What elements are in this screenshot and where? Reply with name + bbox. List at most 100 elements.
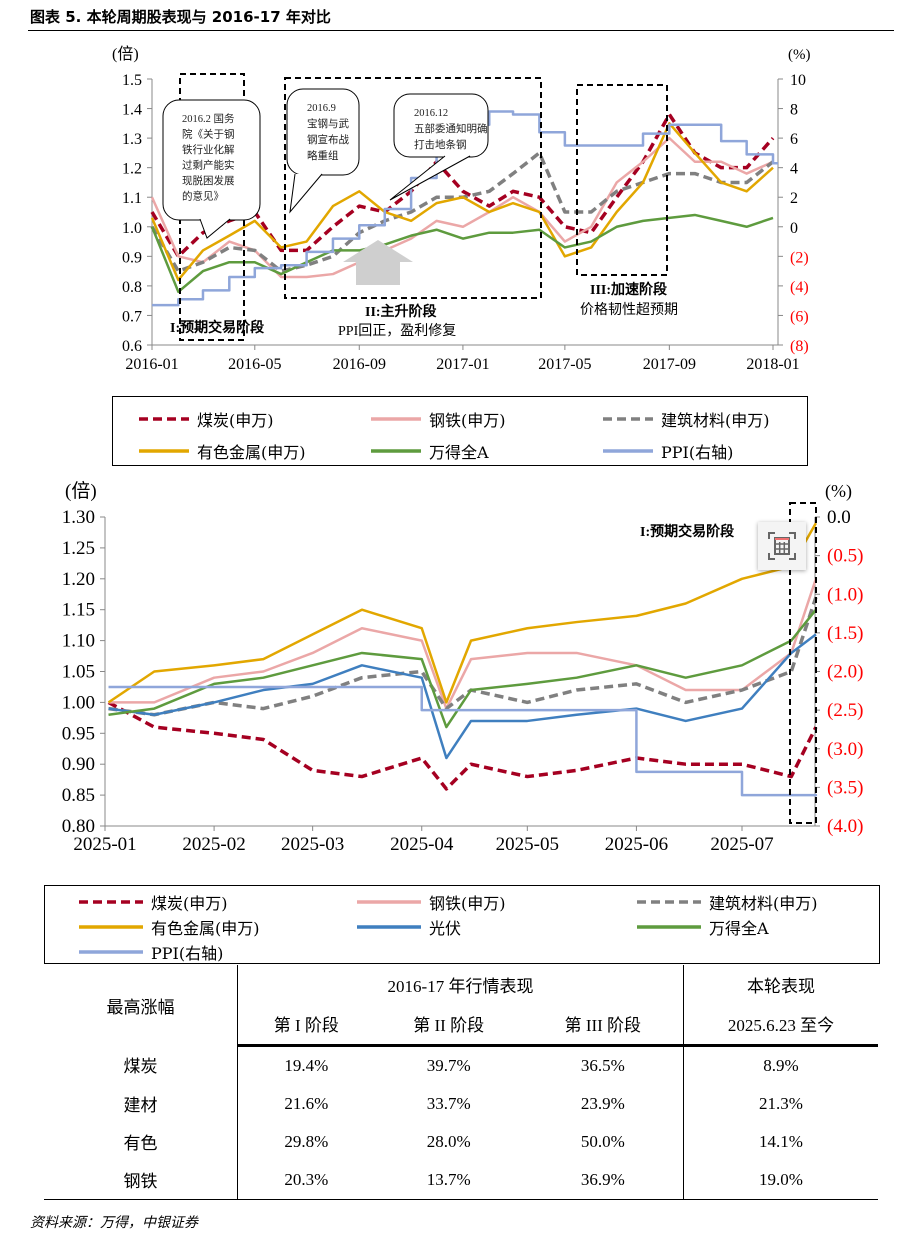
legend-label: 光伏	[429, 919, 462, 938]
cell: 13.7%	[374, 1160, 523, 1200]
legend-label: 建筑材料(申万)	[661, 411, 770, 430]
y-tick-label-left: 1.30	[62, 507, 95, 528]
stage1-label: I:预期交易阶段	[170, 319, 264, 336]
row-label: 煤炭	[123, 1057, 158, 1077]
x-tick-label: 2025-02	[182, 834, 245, 855]
y-tick-label-left: 0.80	[62, 816, 95, 837]
y-axis-label-right: (%)	[788, 47, 811, 63]
y-tick-label-right: 10	[790, 72, 806, 89]
cell: 19.0%	[683, 1160, 878, 1200]
legend-item-building: 建筑材料(申万)	[603, 407, 770, 431]
callout-2016-2-text: 现脱困发展	[182, 174, 235, 187]
cell: 28.0%	[426, 1131, 471, 1151]
stage3-box	[576, 84, 668, 276]
callout-2016-2-tail	[199, 218, 231, 239]
legend-label: 有色金属(申万)	[197, 443, 306, 462]
callout-2016-9-text: 宝钢与武	[307, 117, 349, 130]
y-tick-label-left: 1.15	[62, 600, 95, 621]
legend-label: 有色金属(申万)	[151, 919, 260, 938]
series-line-winda	[108, 608, 817, 729]
legend-top: 煤炭(申万) 钢铁(申万) 建筑材料(申万) 有色金属(申万) 万得全A PPI(右轴)	[112, 396, 808, 466]
x-tick-label: 2016-09	[333, 356, 386, 373]
x-tick-label: 2025-06	[605, 834, 668, 855]
up-arrow-icon	[343, 240, 413, 285]
y-tick-label-right: (4.0)	[827, 816, 863, 837]
callout-2016-12-text: 2016.12	[414, 108, 448, 119]
legend-item-winda: 万得全A	[371, 439, 489, 463]
y-tick-label-left: 0.85	[62, 785, 95, 806]
table-header-row: 最高涨幅 2016-17 年行情表现 本轮表现	[44, 965, 878, 1017]
callout-2016-2-text: 2016.2 国务	[182, 112, 235, 125]
legend-label: 万得全A	[709, 919, 769, 938]
legend-swatch	[139, 449, 189, 453]
series-line-pv	[108, 633, 817, 760]
y-axis-label-left: (倍)	[112, 45, 139, 63]
header-group-2016-17: 2016-17 年行情表现	[237, 965, 684, 1003]
table-row: 有色 29.8% 28.0% 50.0% 14.1%	[44, 1122, 878, 1161]
stage1-box	[179, 73, 245, 341]
y-tick-label-left: 1.3	[122, 131, 142, 148]
header-stage-1: 第 I 阶段	[236, 1003, 375, 1047]
y-tick-label-left: 0.6	[122, 338, 142, 355]
row-label: 建材	[123, 1096, 158, 1115]
y-tick-label-right: (2.5)	[827, 700, 863, 721]
table-row: 建材 21.6% 33.7% 23.9% 21.3%	[44, 1084, 878, 1123]
legend-item-pv: 光伏	[357, 915, 461, 939]
callout-2016-2-text: 院《关于钢	[182, 128, 235, 141]
header-stage-3: 第 III 阶段	[522, 1003, 684, 1047]
table-capture-button[interactable]	[758, 522, 806, 570]
legend-label: 钢铁(申万)	[429, 894, 506, 913]
y-tick-label-right: (2.0)	[827, 662, 863, 683]
table-capture-icon	[768, 532, 796, 560]
callout-2016-2-text: 铁行业化解	[182, 143, 235, 156]
x-tick-label: 2017-01	[436, 356, 489, 373]
callout-2016-9-text: 2016.9	[307, 103, 336, 114]
cell: 50.0%	[580, 1131, 625, 1151]
header-group-current: 本轮表现	[683, 965, 878, 1003]
legend-bottom: 煤炭(申万) 钢铁(申万) 建筑材料(申万) 有色金属(申万) 光伏 万得全A PPI(右轴…	[44, 885, 880, 964]
y-tick-label-right: (1.5)	[827, 623, 863, 644]
y-tick-label-right: (3.0)	[827, 739, 863, 760]
x-tick-label: 2017-05	[538, 356, 591, 373]
source-note: 资料来源：万得，中银证券	[30, 1215, 198, 1231]
legend-swatch	[357, 925, 421, 929]
series-line-coal	[107, 700, 818, 791]
legend-swatch	[79, 950, 143, 954]
legend-item-coal: 煤炭(申万)	[79, 890, 228, 914]
stage1-box-current	[789, 502, 817, 824]
legend-item-ppi: PPI(右轴)	[79, 940, 223, 964]
y-axis-label-right: (%)	[825, 481, 852, 502]
x-tick-label: 2018-01	[746, 356, 799, 373]
callout-2016-9-text: 钢宣布战	[307, 133, 349, 146]
legend-item-coal: 煤炭(申万)	[139, 407, 274, 431]
y-tick-label-right: (4)	[790, 279, 809, 296]
header-max-gain: 最高涨幅	[106, 997, 175, 1017]
table-row: 钢铁 20.3% 13.7% 36.9% 19.0%	[44, 1160, 878, 1200]
callout-2016-9-tail	[289, 173, 323, 214]
stage3-sublabel: 价格韧性超预期	[580, 302, 678, 318]
stage3-label: III:加速阶段	[590, 281, 667, 298]
legend-swatch	[371, 417, 421, 421]
y-axis-label-left: (倍)	[65, 480, 97, 502]
legend-swatch	[371, 449, 421, 453]
legend-label: 煤炭(申万)	[197, 411, 274, 430]
legend-label: 建筑材料(申万)	[709, 894, 818, 913]
y-tick-label-left: 0.90	[62, 754, 95, 775]
y-tick-label-right: 0	[790, 220, 798, 237]
x-tick-label: 2016-01	[125, 356, 178, 373]
legend-label: 钢铁(申万)	[429, 411, 506, 430]
y-tick-label-left: 1.4	[122, 102, 142, 119]
callout-2016-12-tail	[389, 155, 471, 201]
y-tick-label-left: 1.1	[122, 190, 142, 207]
y-tick-label-right: 0.0	[827, 507, 851, 528]
x-tick-label: 2025-07	[710, 834, 773, 855]
legend-swatch	[637, 925, 701, 929]
series-line-ppi	[108, 685, 818, 797]
callout-2016-2-text: 的意见》	[182, 190, 224, 203]
table-row: 煤炭 19.4% 39.7% 36.5% 8.9%	[44, 1045, 878, 1085]
x-tick-label: 2016-05	[228, 356, 281, 373]
y-tick-label-right: (3.5)	[827, 777, 863, 798]
callout-2016-12-text: 打击地条钢	[414, 138, 467, 151]
table-subheader-row: 第 I 阶段 第 II 阶段 第 III 阶段 2025.6.23 至今	[44, 1003, 878, 1047]
legend-item-ppi: PPI(右轴)	[603, 439, 733, 463]
